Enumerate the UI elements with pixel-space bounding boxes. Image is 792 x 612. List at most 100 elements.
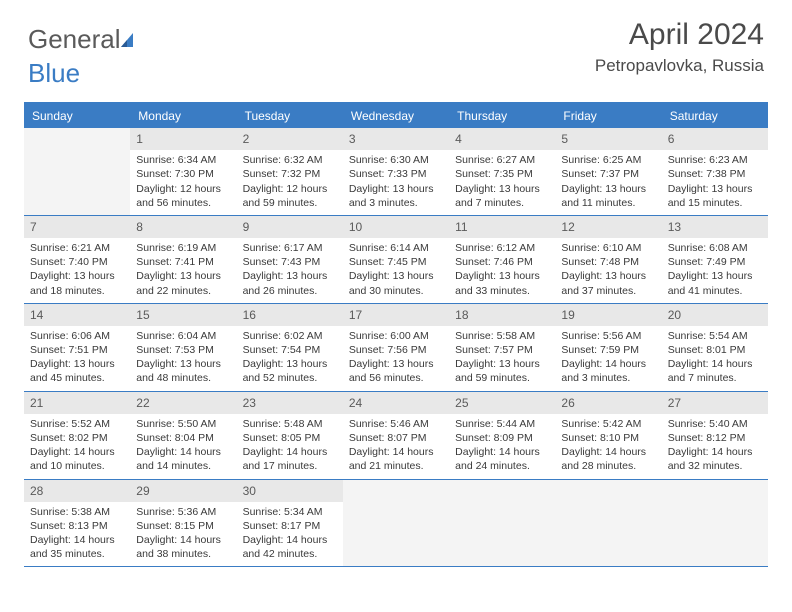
- sunset-line: Sunset: 8:17 PM: [243, 519, 337, 533]
- sunrise-line: Sunrise: 6:32 AM: [243, 153, 337, 167]
- calendar-day: 26Sunrise: 5:42 AMSunset: 8:10 PMDayligh…: [555, 392, 661, 479]
- calendar-day: 27 Sunrise: 5:40 AMSunset: 8:12 PMDayligh…: [662, 392, 768, 479]
- day-details: Sunrise: 5:38 AMSunset: 8:13 PMDaylight:…: [24, 502, 130, 567]
- sunrise-line: Sunrise: 6:21 AM: [30, 241, 124, 255]
- sunrise-line: Sunrise: 6:34 AM: [136, 153, 230, 167]
- day-number: 13: [662, 216, 768, 238]
- daylight-line: Daylight: 14 hours and 7 minutes.: [668, 357, 762, 385]
- day-number: 16: [237, 304, 343, 326]
- sunrise-line: Sunrise: 6:04 AM: [136, 329, 230, 343]
- calendar-day: 2Sunrise: 6:32 AMSunset: 7:32 PMDaylight…: [237, 128, 343, 215]
- calendar-day: 19Sunrise: 5:56 AMSunset: 7:59 PMDayligh…: [555, 304, 661, 391]
- calendar-day: 4Sunrise: 6:27 AMSunset: 7:35 PMDaylight…: [449, 128, 555, 215]
- calendar-day: [662, 480, 768, 567]
- day-header: Monday: [130, 104, 236, 128]
- day-number: 18: [449, 304, 555, 326]
- sunrise-line: Sunrise: 6:08 AM: [668, 241, 762, 255]
- calendar-day: 24Sunrise: 5:46 AMSunset: 8:07 PMDayligh…: [343, 392, 449, 479]
- day-number: 1: [130, 128, 236, 150]
- sunset-line: Sunset: 7:51 PM: [30, 343, 124, 357]
- sunset-line: Sunset: 7:48 PM: [561, 255, 655, 269]
- day-details: Sunrise: 6:14 AMSunset: 7:45 PMDaylight:…: [343, 238, 449, 303]
- sunrise-line: Sunrise: 6:10 AM: [561, 241, 655, 255]
- day-details: Sunrise: 6:06 AMSunset: 7:51 PMDaylight:…: [24, 326, 130, 391]
- daylight-line: Daylight: 13 hours and 37 minutes.: [561, 269, 655, 297]
- sunset-line: Sunset: 7:46 PM: [455, 255, 549, 269]
- day-number: 4: [449, 128, 555, 150]
- day-details: Sunrise: 6:02 AMSunset: 7:54 PMDaylight:…: [237, 326, 343, 391]
- day-number: 28: [24, 480, 130, 502]
- day-header-row: SundayMondayTuesdayWednesdayThursdayFrid…: [24, 104, 768, 128]
- day-details: Sunrise: 5:54 AMSunset: 8:01 PMDaylight:…: [662, 326, 768, 391]
- sunset-line: Sunset: 8:04 PM: [136, 431, 230, 445]
- daylight-line: Daylight: 13 hours and 7 minutes.: [455, 182, 549, 210]
- day-number: 9: [237, 216, 343, 238]
- day-number: 10: [343, 216, 449, 238]
- sunrise-line: Sunrise: 5:36 AM: [136, 505, 230, 519]
- sunrise-line: Sunrise: 5:52 AM: [30, 417, 124, 431]
- calendar-day: [24, 128, 130, 215]
- daylight-line: Daylight: 14 hours and 3 minutes.: [561, 357, 655, 385]
- daylight-line: Daylight: 13 hours and 52 minutes.: [243, 357, 337, 385]
- sunset-line: Sunset: 7:54 PM: [243, 343, 337, 357]
- sunrise-line: Sunrise: 6:06 AM: [30, 329, 124, 343]
- day-details: Sunrise: 5:42 AMSunset: 8:10 PMDaylight:…: [555, 414, 661, 479]
- sunset-line: Sunset: 8:09 PM: [455, 431, 549, 445]
- calendar-day: 15Sunrise: 6:04 AMSunset: 7:53 PMDayligh…: [130, 304, 236, 391]
- sunset-line: Sunset: 7:53 PM: [136, 343, 230, 357]
- sunset-line: Sunset: 8:02 PM: [30, 431, 124, 445]
- day-number: 22: [130, 392, 236, 414]
- calendar-day: 28Sunrise: 5:38 AMSunset: 8:13 PMDayligh…: [24, 480, 130, 567]
- daylight-line: Daylight: 14 hours and 32 minutes.: [668, 445, 762, 473]
- calendar-day: 3Sunrise: 6:30 AMSunset: 7:33 PMDaylight…: [343, 128, 449, 215]
- sunset-line: Sunset: 8:12 PM: [668, 431, 762, 445]
- daylight-line: Daylight: 13 hours and 18 minutes.: [30, 269, 124, 297]
- brand-part1: General: [28, 24, 121, 54]
- sunset-line: Sunset: 8:01 PM: [668, 343, 762, 357]
- day-details: Sunrise: 5:56 AMSunset: 7:59 PMDaylight:…: [555, 326, 661, 391]
- day-details: Sunrise: 6:23 AMSunset: 7:38 PMDaylight:…: [662, 150, 768, 215]
- location-subtitle: Petropavlovka, Russia: [595, 56, 764, 76]
- day-number: 19: [555, 304, 661, 326]
- day-details: Sunrise: 6:10 AMSunset: 7:48 PMDaylight:…: [555, 238, 661, 303]
- day-number: 3: [343, 128, 449, 150]
- sunset-line: Sunset: 8:05 PM: [243, 431, 337, 445]
- calendar-day: 21Sunrise: 5:52 AMSunset: 8:02 PMDayligh…: [24, 392, 130, 479]
- calendar-day: 17Sunrise: 6:00 AMSunset: 7:56 PMDayligh…: [343, 304, 449, 391]
- sunrise-line: Sunrise: 5:40 AM: [668, 417, 762, 431]
- sunrise-line: Sunrise: 6:00 AM: [349, 329, 443, 343]
- sunrise-line: Sunrise: 6:23 AM: [668, 153, 762, 167]
- calendar-day: 6Sunrise: 6:23 AMSunset: 7:38 PMDaylight…: [662, 128, 768, 215]
- day-number: 27: [662, 392, 768, 414]
- sunrise-line: Sunrise: 6:30 AM: [349, 153, 443, 167]
- calendar-day: 16Sunrise: 6:02 AMSunset: 7:54 PMDayligh…: [237, 304, 343, 391]
- calendar-day: [555, 480, 661, 567]
- sunrise-line: Sunrise: 5:58 AM: [455, 329, 549, 343]
- sunrise-line: Sunrise: 5:54 AM: [668, 329, 762, 343]
- calendar-week: 7Sunrise: 6:21 AMSunset: 7:40 PMDaylight…: [24, 216, 768, 304]
- daylight-line: Daylight: 14 hours and 21 minutes.: [349, 445, 443, 473]
- day-details: Sunrise: 5:48 AMSunset: 8:05 PMDaylight:…: [237, 414, 343, 479]
- daylight-line: Daylight: 14 hours and 35 minutes.: [30, 533, 124, 561]
- sunset-line: Sunset: 7:33 PM: [349, 167, 443, 181]
- calendar-day: 5Sunrise: 6:25 AMSunset: 7:37 PMDaylight…: [555, 128, 661, 215]
- daylight-line: Daylight: 14 hours and 24 minutes.: [455, 445, 549, 473]
- day-number: 26: [555, 392, 661, 414]
- sunset-line: Sunset: 7:38 PM: [668, 167, 762, 181]
- sunrise-line: Sunrise: 5:48 AM: [243, 417, 337, 431]
- sunset-line: Sunset: 7:57 PM: [455, 343, 549, 357]
- day-details: Sunrise: 5:46 AMSunset: 8:07 PMDaylight:…: [343, 414, 449, 479]
- day-number: 11: [449, 216, 555, 238]
- sunset-line: Sunset: 7:43 PM: [243, 255, 337, 269]
- daylight-line: Daylight: 13 hours and 48 minutes.: [136, 357, 230, 385]
- day-number: 7: [24, 216, 130, 238]
- daylight-line: Daylight: 13 hours and 41 minutes.: [668, 269, 762, 297]
- day-header: Friday: [555, 104, 661, 128]
- day-number: 2: [237, 128, 343, 150]
- daylight-line: Daylight: 13 hours and 15 minutes.: [668, 182, 762, 210]
- calendar-week: 21Sunrise: 5:52 AMSunset: 8:02 PMDayligh…: [24, 392, 768, 480]
- sunrise-line: Sunrise: 6:19 AM: [136, 241, 230, 255]
- daylight-line: Daylight: 13 hours and 56 minutes.: [349, 357, 443, 385]
- day-details: Sunrise: 5:50 AMSunset: 8:04 PMDaylight:…: [130, 414, 236, 479]
- daylight-line: Daylight: 13 hours and 11 minutes.: [561, 182, 655, 210]
